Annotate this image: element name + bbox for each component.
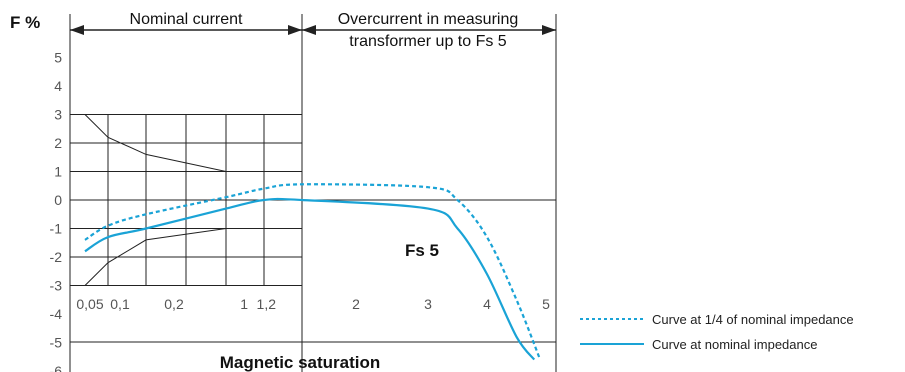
y-tick-label: -2 <box>50 249 63 265</box>
x-tick-label: 1 <box>240 296 248 312</box>
series-quarter-impedance-curve <box>84 183 542 360</box>
y-tick-label: 0 <box>54 192 62 208</box>
legend: Curve at 1/4 of nominal impedance Curve … <box>580 312 854 352</box>
x-tick-label: 5 <box>542 296 550 312</box>
y-axis-label: F % <box>10 13 40 32</box>
x-tick-label: 0,2 <box>164 296 184 312</box>
y-tick-label: 2 <box>54 135 62 151</box>
x-tick-label: 0,1 <box>110 296 130 312</box>
magnetic-saturation-label: Magnetic saturation <box>220 353 381 372</box>
legend-entry-nominal-impedance: Curve at nominal impedance <box>652 337 817 352</box>
overcurrent-label-line1: Overcurrent in measuring <box>338 11 519 28</box>
x-tick-labels: 0,05 0,1 0,2 1 1,2 2 3 4 5 <box>76 296 550 312</box>
arrowhead <box>542 25 556 35</box>
nominal-current-label: Nominal current <box>130 11 243 28</box>
x-tick-label: 2 <box>352 296 360 312</box>
legend-entry-quarter-impedance: Curve at 1/4 of nominal impedance <box>652 312 854 327</box>
arrowhead <box>70 25 84 35</box>
arrowhead <box>288 25 302 35</box>
x-tick-label: 3 <box>424 296 432 312</box>
x-tick-label: 0,05 <box>76 296 103 312</box>
y-tick-labels: 5 4 3 2 1 0 -1 -2 -3 -4 -5 -6 <box>50 50 63 372</box>
y-tick-label: 1 <box>54 164 62 180</box>
y-tick-label: 3 <box>54 107 62 123</box>
accuracy-grid <box>70 114 556 343</box>
series-nominal-impedance-curve <box>84 197 536 361</box>
y-tick-label: -1 <box>50 221 63 237</box>
x-tick-label: 1,2 <box>257 296 277 312</box>
y-tick-label: -5 <box>50 335 63 351</box>
y-tick-label: -3 <box>50 278 63 294</box>
y-tick-label: 4 <box>54 78 62 94</box>
x-tick-label: 4 <box>483 296 491 312</box>
y-tick-label: -4 <box>50 306 63 322</box>
arrowhead <box>302 25 316 35</box>
overcurrent-label-line2: transformer up to Fs 5 <box>349 33 506 50</box>
fs5-label: Fs 5 <box>405 241 439 260</box>
chart-axes <box>69 14 557 372</box>
accuracy-limit-upper <box>84 114 264 172</box>
y-tick-label: -6 <box>50 363 63 372</box>
accuracy-limit-lower <box>84 228 264 286</box>
series-curves <box>84 183 542 361</box>
y-tick-label: 5 <box>54 50 62 66</box>
accuracy-limit-lines <box>84 114 264 286</box>
